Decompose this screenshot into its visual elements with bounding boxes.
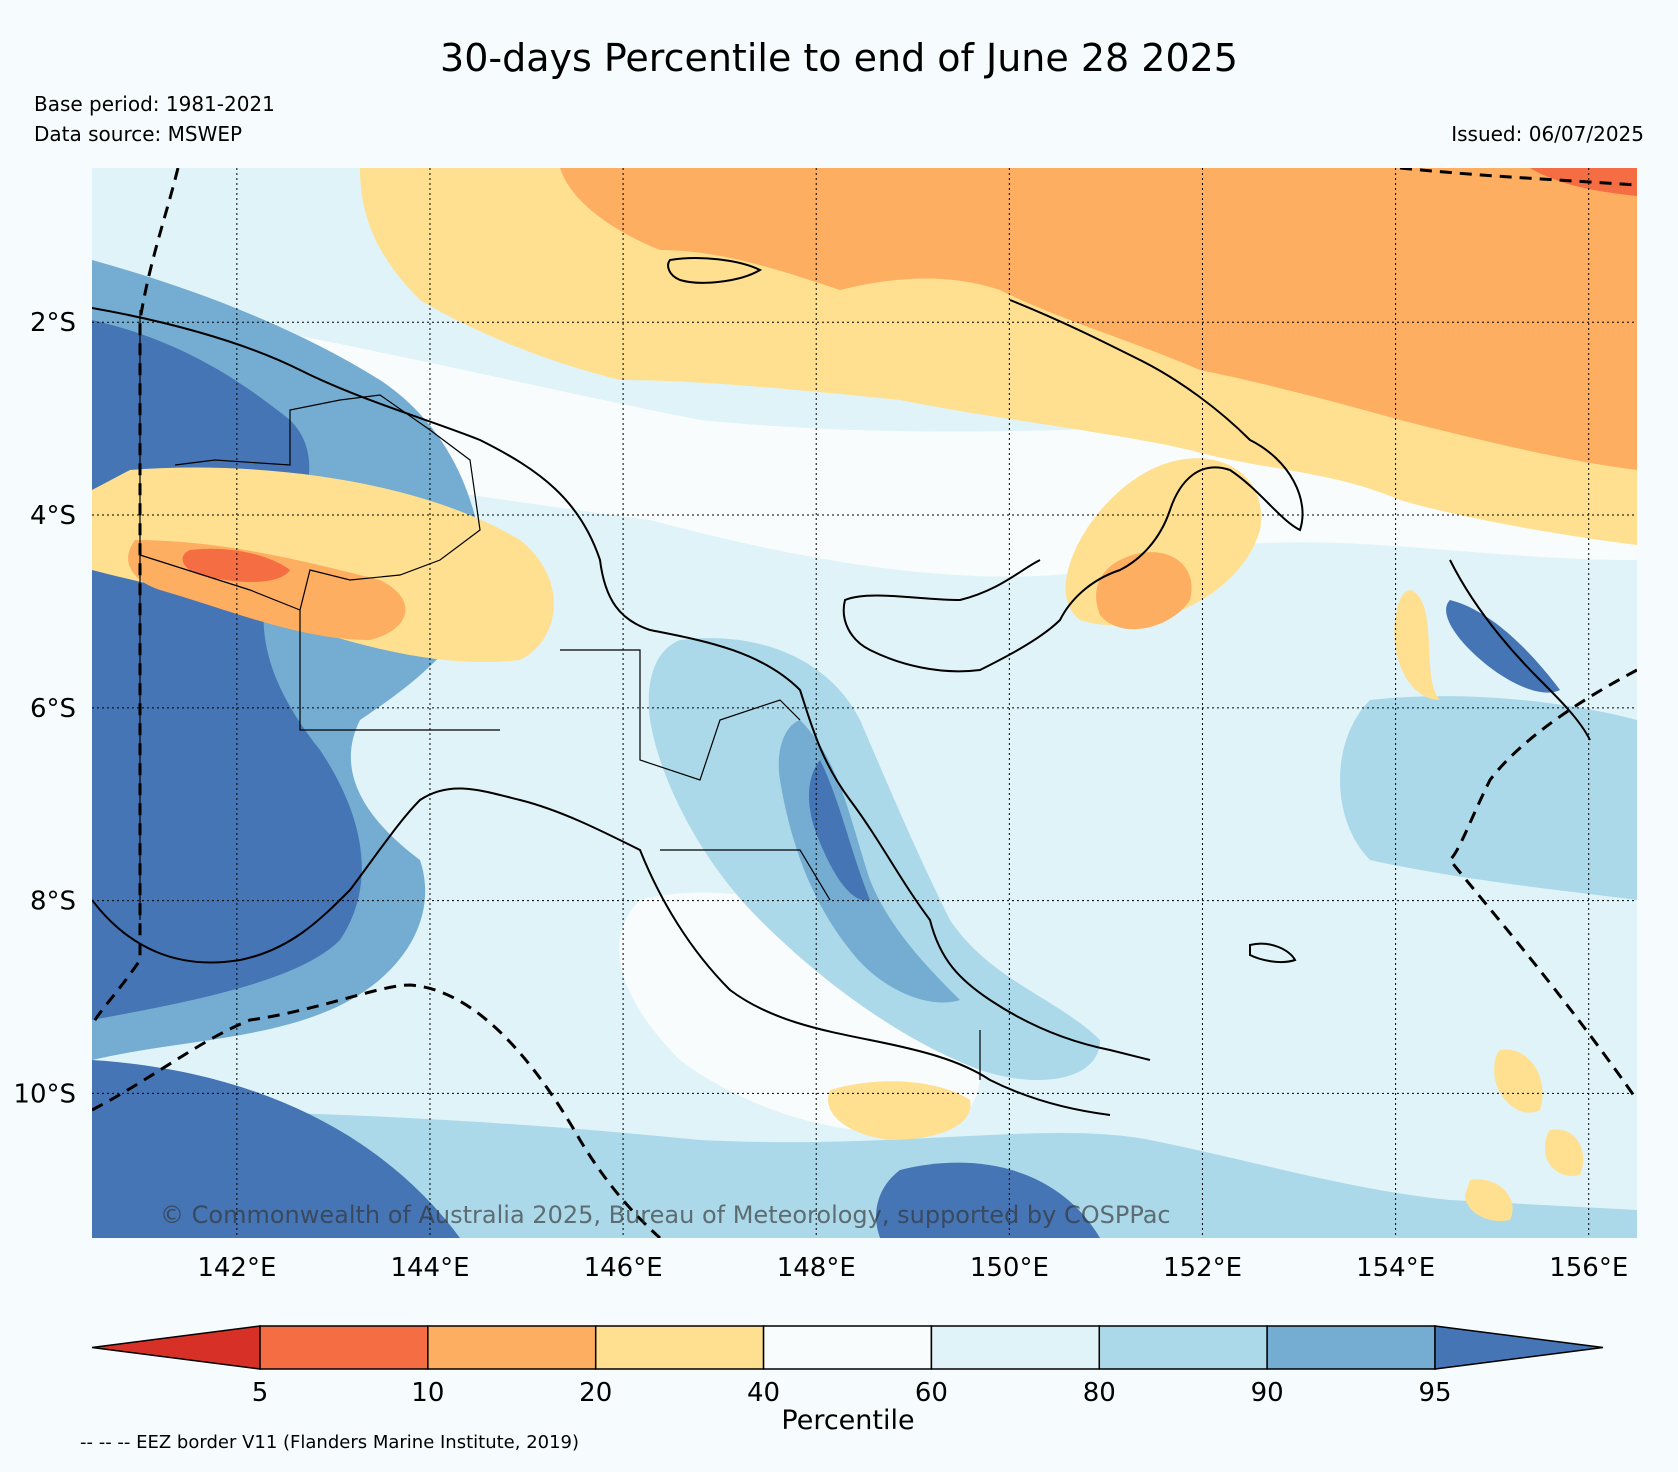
dry-new-britain-orange [1096, 552, 1192, 630]
wet-south-dark [876, 1162, 1100, 1238]
longitude-labels: 142°E 144°E 146°E 148°E 150°E 152°E 154°E 156°E [197, 1253, 1628, 1283]
lon-tick-label: 142°E [197, 1253, 276, 1283]
colorbar-extend-high [1434, 1325, 1604, 1370]
colorbar-tick-label: 60 [915, 1378, 948, 1408]
dry-southeast-patch-1 [1494, 1049, 1543, 1113]
lon-tick-label: 152°E [1163, 1253, 1242, 1283]
base-period-text: Base period: 1981-2021 [34, 92, 275, 116]
lon-tick-label: 156°E [1549, 1253, 1628, 1283]
colorbar-box [427, 1325, 597, 1370]
wet-central-light [648, 638, 1100, 1080]
colorbar-tick-label: 10 [411, 1378, 444, 1408]
map-area: © Commonwealth of Australia 2025, Bureau… [92, 168, 1637, 1238]
wet-central-dark [808, 760, 870, 901]
lon-tick-label: 150°E [970, 1253, 1049, 1283]
wet-bougainville-dark [1446, 600, 1560, 693]
wet-southwest-dark [92, 1060, 460, 1238]
colorbar-box [259, 1325, 429, 1370]
lat-tick-label: 6°S [30, 694, 76, 724]
data-source-text: Data source: MSWEP [34, 122, 243, 146]
colorbar-extend-low [91, 1325, 261, 1370]
dry-south-patch [828, 1081, 971, 1140]
colorbar-box [762, 1325, 933, 1370]
colorbar-tick-label: 95 [1418, 1378, 1451, 1408]
colorbar-title: Percentile [781, 1405, 914, 1436]
dry-highlands-red [182, 548, 290, 582]
colorbar-box [1098, 1325, 1268, 1370]
dry-north-orange [560, 168, 1637, 470]
graticule [92, 168, 1637, 1238]
lon-tick-label: 144°E [390, 1253, 469, 1283]
colorbar-box [1266, 1325, 1436, 1370]
latitude-labels: 2°S 4°S 6°S 8°S 10°S [13, 308, 76, 1109]
map-title: 30-days Percentile to end of June 28 202… [440, 36, 1238, 80]
lat-tick-label: 8°S [30, 887, 76, 917]
colorbar-tick-label: 20 [579, 1378, 612, 1408]
lon-tick-label: 148°E [777, 1253, 856, 1283]
colorbar-tick-label: 5 [252, 1378, 269, 1408]
colorbar: 5 10 20 40 60 80 90 95 [91, 1325, 1604, 1408]
lat-tick-label: 2°S [30, 308, 76, 338]
lat-tick-label: 10°S [13, 1079, 76, 1109]
coastlines [92, 257, 1591, 1116]
lon-tick-label: 154°E [1356, 1253, 1435, 1283]
colorbar-box [930, 1325, 1101, 1370]
copyright-credit: © Commonwealth of Australia 2025, Bureau… [160, 1201, 1171, 1229]
lon-tick-label: 146°E [584, 1253, 663, 1283]
dry-southeast-patch-2 [1545, 1129, 1584, 1176]
colorbar-tick-label: 90 [1251, 1378, 1284, 1408]
eez-footnote: -- -- -- EEZ border V11 (Flanders Marine… [80, 1432, 580, 1453]
issued-date-text: Issued: 06/07/2025 [1451, 122, 1644, 146]
colorbar-tick-label: 40 [747, 1378, 780, 1408]
wet-east-light [1340, 696, 1637, 900]
light-patch-south [619, 892, 980, 1132]
dry-southeast-patch-3 [1465, 1179, 1513, 1221]
wet-south-light [92, 1110, 1637, 1238]
dry-highlands-yellow [92, 467, 554, 662]
colorbar-tick-label: 80 [1083, 1378, 1116, 1408]
lat-tick-label: 4°S [30, 501, 76, 531]
colorbar-box [594, 1325, 765, 1370]
dry-bougainville-yellow [1394, 590, 1440, 700]
eez-borders [92, 168, 1637, 1238]
